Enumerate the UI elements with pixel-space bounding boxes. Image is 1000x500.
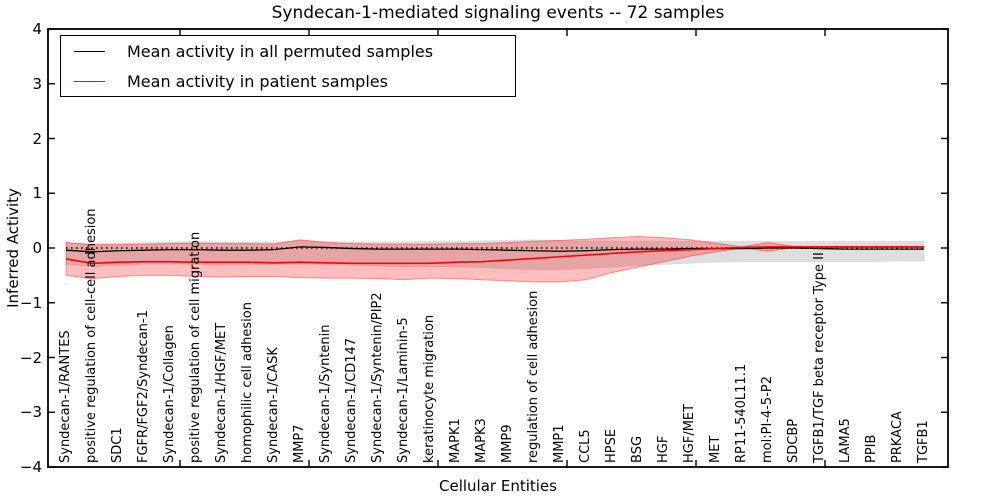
x-category-label: Syndecan-1/Syntenin/PIP2 xyxy=(370,292,385,463)
x-category-label: homophilic cell adhesion xyxy=(240,302,255,463)
legend-entry-permuted: Mean activity in all permuted samples xyxy=(74,38,515,64)
x-category-label: Syndecan-1/RANTES xyxy=(58,330,73,463)
x-category-label: MMP7 xyxy=(292,424,307,463)
x-category-label: Syndecan-1/Laminin-5 xyxy=(396,317,411,463)
x-axis-label: Cellular Entities xyxy=(439,477,557,495)
x-category-label: TGFB1/TGF beta receptor Type II xyxy=(812,252,827,463)
x-category-label: keratinocyte migration xyxy=(422,314,437,463)
x-category-label: LAMA5 xyxy=(838,418,853,463)
patient-mean-line xyxy=(65,246,924,265)
x-category-label: FGFR/FGF2/Syndecan-1 xyxy=(136,310,151,463)
legend-label-patient: Mean activity in patient samples xyxy=(127,71,388,91)
legend-line-swatch-black xyxy=(74,50,105,52)
x-category-label: RP11-540L11.1 xyxy=(734,363,749,463)
x-category-label: regulation of cell adhesion xyxy=(526,290,541,463)
x-category-label: SDCBP xyxy=(786,418,801,463)
x-category-label: HGF xyxy=(656,435,671,463)
y-tick-label: 0 xyxy=(32,239,42,257)
legend-line-swatch-red xyxy=(74,80,105,82)
x-category-label: CCL5 xyxy=(578,429,593,463)
y-tick-label: −1 xyxy=(19,293,42,312)
x-category-label: MAPK1 xyxy=(448,418,463,463)
x-category-label: PPIB xyxy=(864,434,879,463)
x-category-label: MMP9 xyxy=(500,424,515,463)
x-category-label: Syndecan-1/Syntenin xyxy=(318,324,333,464)
y-tick-label: −2 xyxy=(19,348,42,367)
y-tick-label: −3 xyxy=(19,403,42,422)
chart-title: Syndecan-1-mediated signaling events -- … xyxy=(271,3,725,23)
x-category-label: MMP1 xyxy=(552,424,567,463)
legend-box: Mean activity in all permuted samples Me… xyxy=(60,35,516,97)
x-category-label: HGF/MET xyxy=(682,403,697,463)
x-category-label: positive regulation of cell migration xyxy=(188,231,203,463)
y-tick-label: 1 xyxy=(32,184,42,203)
x-category-label: BSG xyxy=(630,435,645,463)
x-category-label: MAPK3 xyxy=(474,418,489,463)
x-category-label: PRKACA xyxy=(890,411,905,463)
y-tick-label: 3 xyxy=(32,74,42,93)
legend-entry-patient: Mean activity in patient samples xyxy=(74,68,515,94)
x-category-label: mol:PI-4-5-P2 xyxy=(760,375,775,463)
x-category-label: positive regulation of cell-cell adhesio… xyxy=(84,208,99,463)
x-category-label: SDC1 xyxy=(110,427,125,463)
x-category-label: Syndecan-1/Collagen xyxy=(162,325,177,463)
legend-label-permuted: Mean activity in all permuted samples xyxy=(127,41,434,61)
y-tick-label: −4 xyxy=(19,458,42,476)
x-category-label: Syndecan-1/HGF/MET xyxy=(214,322,229,463)
x-category-label: Syndecan-1/CASK xyxy=(266,347,281,463)
y-tick-label: 4 xyxy=(32,20,42,38)
x-category-label: MET xyxy=(708,435,723,463)
x-category-label: TGFB1 xyxy=(916,420,931,463)
x-category-label: HPSE xyxy=(604,428,619,463)
y-tick-label: 2 xyxy=(32,129,42,148)
x-category-label: Syndecan-1/CD147 xyxy=(344,337,359,463)
